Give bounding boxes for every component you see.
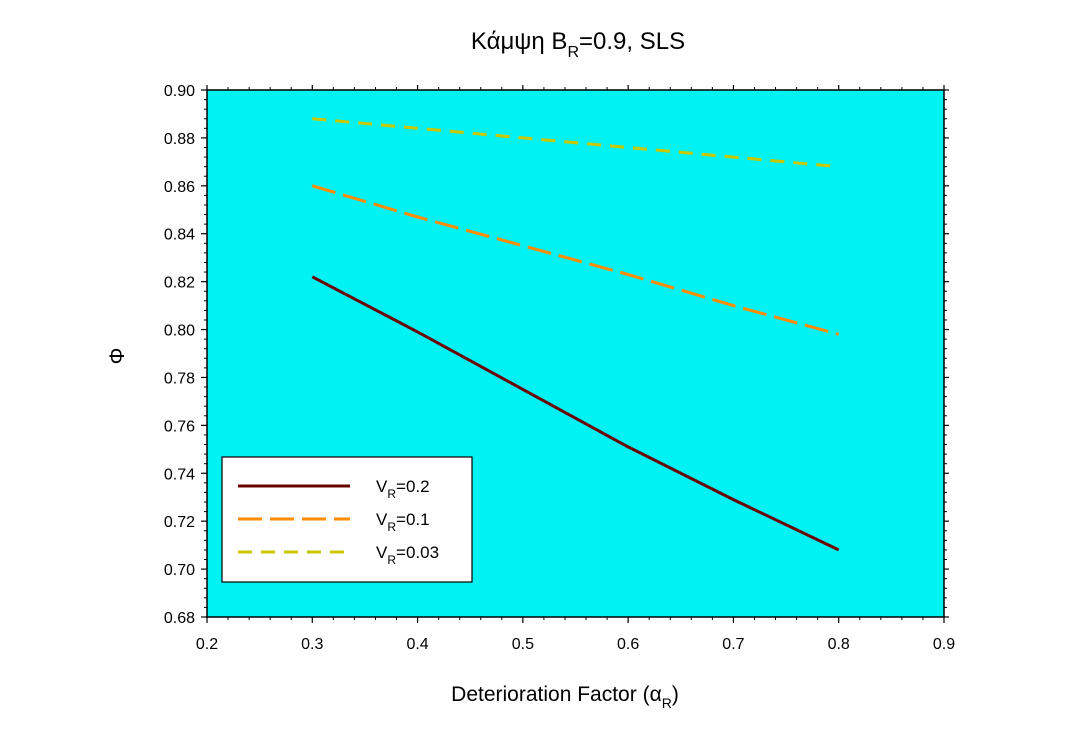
x-tick-label: 0.3 xyxy=(301,636,323,653)
x-tick-label: 0.4 xyxy=(406,636,428,653)
x-axis-label-greek: α xyxy=(650,683,662,706)
chart-title: Κάμψη BR=0.9, SLS xyxy=(471,28,685,61)
legend-box xyxy=(221,456,473,583)
x-axis-label-subscript: R xyxy=(662,695,672,711)
y-tick-label: 0.86 xyxy=(164,179,195,196)
y-tick-label: 0.80 xyxy=(164,323,195,340)
series-layer xyxy=(311,117,840,552)
x-tick-label: 0.7 xyxy=(722,636,744,653)
chart-title-subscript: R xyxy=(567,44,579,61)
y-tick-label: 0.84 xyxy=(164,227,195,244)
x-tick-label: 0.5 xyxy=(512,636,534,653)
y-tick-label: 0.68 xyxy=(164,610,195,627)
y-tick-label: 0.74 xyxy=(164,466,195,483)
y-tick-label: 0.88 xyxy=(164,131,195,148)
x-tick-label: 0.8 xyxy=(828,636,850,653)
y-tick-label: 0.70 xyxy=(164,562,195,579)
legend-label-1: VR=0.1 xyxy=(376,510,430,534)
y-tick-label: 0.90 xyxy=(164,83,195,100)
x-tick-label: 0.2 xyxy=(196,636,218,653)
x-tick-label: 0.9 xyxy=(933,636,955,653)
legend-label-2: VR=0.03 xyxy=(376,543,439,567)
x-axis-label-tail: ) xyxy=(672,683,679,706)
y-tick-label: 0.78 xyxy=(164,370,195,387)
legend-label-0: VR=0.2 xyxy=(376,477,430,501)
legend: VR=0.2 VR=0.1 VR=0.03 xyxy=(221,456,473,583)
axes-layer: 0.2 0.3 0.4 0.5 0.6 0.7 0.8 0.9 0.68 0.70 0.72 0.74… xyxy=(164,83,955,653)
y-axis-label: Φ xyxy=(106,348,129,365)
chart-title-tail: =0.9, SLS xyxy=(579,28,685,55)
chart-title-main: Κάμψη B xyxy=(471,28,568,55)
y-tick-label: 0.82 xyxy=(164,275,195,292)
x-tick-label: 0.6 xyxy=(617,636,639,653)
plot-frame xyxy=(206,89,945,618)
x-axis-label: Deterioration Factor (αR) xyxy=(451,683,679,711)
y-tick-label: 0.72 xyxy=(164,514,195,531)
y-tick-label: 0.76 xyxy=(164,418,195,435)
x-axis-label-main: Deterioration Factor ( xyxy=(451,683,649,706)
series-line-2 xyxy=(312,117,839,169)
series-line-1 xyxy=(311,184,840,336)
series-line-0 xyxy=(311,275,840,552)
